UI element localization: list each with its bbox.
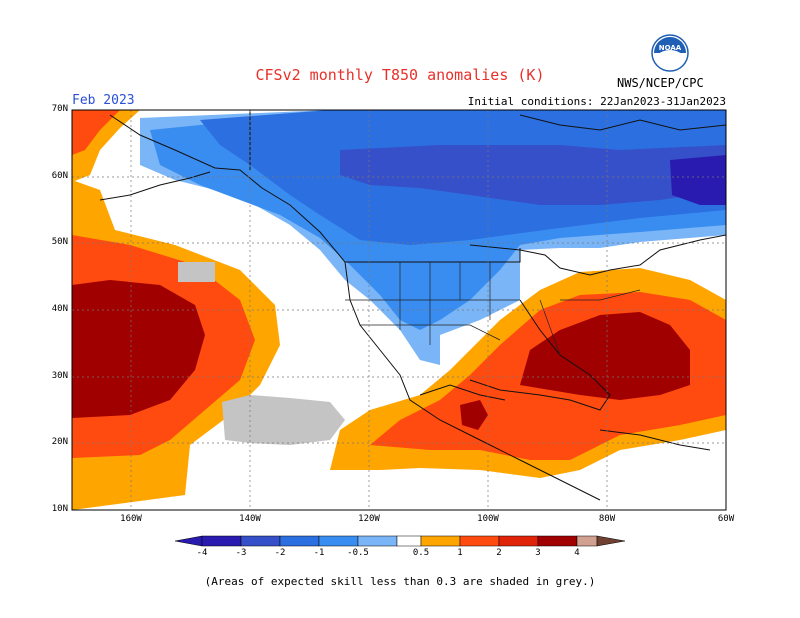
colorbar-label: 4 xyxy=(574,548,580,558)
lon-label: 100W xyxy=(477,514,499,524)
cold-anomaly-deeper xyxy=(340,145,726,205)
map-title: CFSv2 monthly T850 anomalies (K) xyxy=(255,66,545,84)
lon-label: 120W xyxy=(358,514,380,524)
lat-label: 40N xyxy=(51,304,68,314)
lon-label: 140W xyxy=(239,514,261,524)
lon-label: 160W xyxy=(120,514,142,524)
warm-anomaly-alaska-red xyxy=(72,110,120,155)
colorbar-label: 0.5 xyxy=(412,548,430,558)
lat-label: 60N xyxy=(51,171,68,181)
colorbar-label: 3 xyxy=(535,548,541,558)
lat-label: 10N xyxy=(51,504,68,514)
colorbar-label: -4 xyxy=(196,548,208,558)
state-borders xyxy=(345,262,641,356)
forecast-month: Feb 2023 xyxy=(72,93,135,108)
lon-label: 60W xyxy=(717,514,735,524)
warm-anomaly-pacific-darkred xyxy=(72,280,205,418)
colorbar-arrow-left xyxy=(174,535,203,547)
colorbar-label: 1 xyxy=(457,548,463,558)
initial-conditions: Initial conditions: 22Jan2023-31Jan2023 xyxy=(467,95,726,108)
colorbar-label: -2 xyxy=(274,548,286,558)
skill-footnote: (Areas of expected skill less than 0.3 a… xyxy=(204,575,596,588)
colorbar-label: -0.5 xyxy=(347,548,369,558)
warm-anomaly-mexico-darkred xyxy=(460,400,488,430)
lon-label: 80W xyxy=(598,514,616,524)
colorbar-label: -3 xyxy=(235,548,247,558)
map-frame xyxy=(71,109,727,511)
colorbar-label: 2 xyxy=(496,548,502,558)
colorbar-arrow-right xyxy=(596,535,626,547)
lat-label: 70N xyxy=(51,104,68,114)
colorbar xyxy=(174,535,626,547)
low-skill-area-subtropical-pacific xyxy=(222,395,345,445)
cold-anomaly-deepest xyxy=(670,155,726,205)
warm-anomaly-east-darkred xyxy=(520,312,690,400)
agency-label: NWS/NCEP/CPC xyxy=(617,76,704,90)
graticule xyxy=(72,110,726,510)
noaa-logo-icon: NOAA xyxy=(651,34,689,72)
lat-label: 50N xyxy=(51,237,68,247)
lat-label: 30N xyxy=(51,371,68,381)
svg-text:NOAA: NOAA xyxy=(659,44,682,52)
low-skill-area-north-pacific xyxy=(178,262,215,282)
lat-label: 20N xyxy=(51,437,68,447)
colorbar-label: -1 xyxy=(313,548,325,558)
